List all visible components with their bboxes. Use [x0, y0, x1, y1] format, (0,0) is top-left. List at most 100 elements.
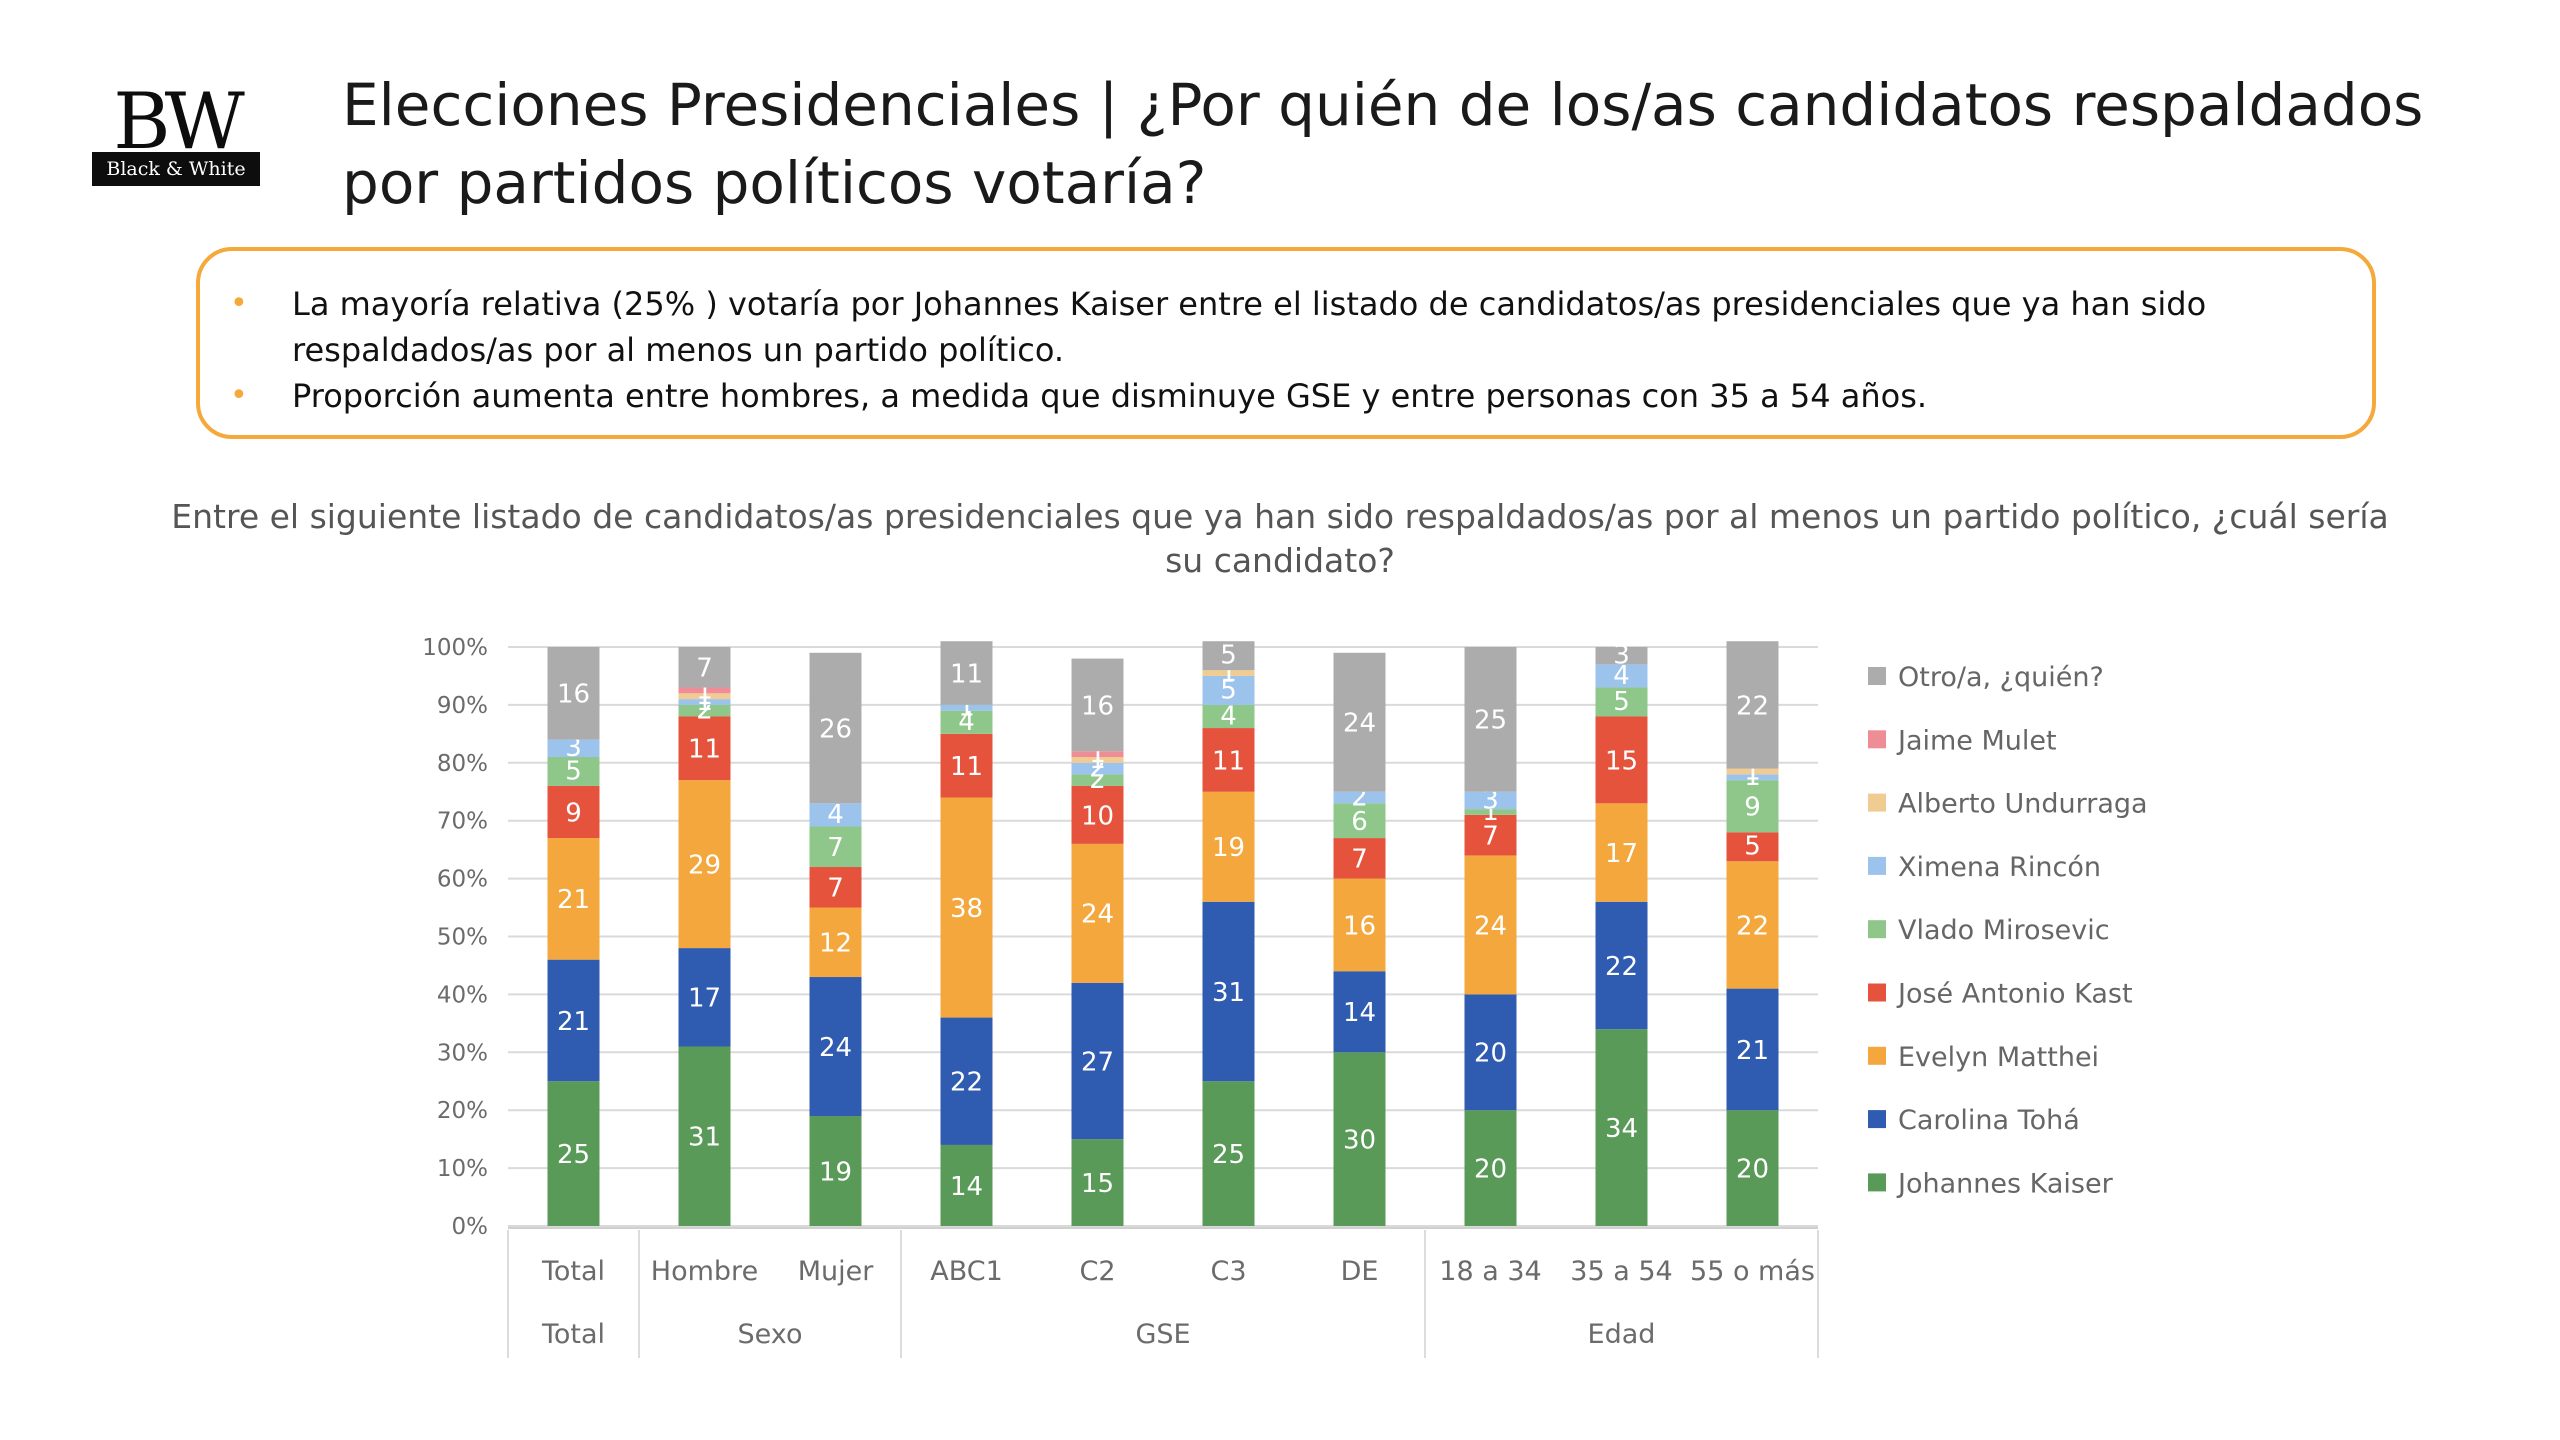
bar-segment	[1333, 1052, 1386, 1226]
data-label: 27	[1081, 1047, 1114, 1077]
data-label: 24	[819, 1033, 852, 1063]
bar-segment	[1595, 803, 1648, 902]
bar-segment	[1202, 675, 1255, 705]
y-tick-label: 40%	[437, 982, 488, 1008]
x-category-label: 55 o más	[1690, 1256, 1815, 1287]
data-label: 9	[1744, 793, 1761, 823]
data-label: 4	[1613, 661, 1630, 691]
legend-label: Johannes Kaiser	[1896, 1168, 2114, 1199]
bar-segment	[1202, 1081, 1255, 1226]
data-label: 38	[950, 894, 983, 924]
bar-segment	[1595, 647, 1648, 665]
x-category-label: 18 a 34	[1439, 1256, 1541, 1287]
survey-question: Entre el siguiente listado de candidatos…	[171, 497, 2389, 580]
data-label: 16	[1081, 691, 1114, 721]
legend-swatch	[1868, 667, 1886, 685]
bullet-icon: •	[230, 378, 248, 413]
bar-segment	[1595, 901, 1648, 1030]
bar-segment	[547, 1081, 600, 1226]
bar-segment	[1726, 1110, 1779, 1226]
y-tick-label: 0%	[452, 1214, 489, 1240]
bar-segment	[678, 716, 731, 781]
finding-item: • Proporción aumenta entre hombres, a med…	[230, 373, 2332, 419]
bar-segment	[678, 780, 731, 949]
x-category-label: C2	[1079, 1256, 1115, 1287]
bullet-icon: •	[230, 286, 248, 321]
legend-swatch	[1868, 730, 1886, 749]
bar-segment	[1202, 791, 1255, 902]
data-label: 20	[1474, 1039, 1507, 1069]
bar-segment	[809, 803, 862, 827]
data-label: 20	[1474, 1154, 1507, 1184]
bar-segment	[1202, 901, 1255, 1082]
data-label: 21	[1736, 1036, 1769, 1066]
bar-segment	[1333, 791, 1386, 804]
x-category-label: C3	[1210, 1256, 1246, 1287]
bar-segment	[1071, 843, 1124, 983]
bar-segment	[1726, 641, 1779, 769]
bar-segment	[809, 977, 862, 1116]
data-label: 5	[565, 756, 582, 786]
data-label: 7	[1482, 822, 1499, 852]
finding-text: Proporción aumenta entre hombres, a medi…	[292, 377, 1928, 415]
data-label: 26	[819, 714, 852, 744]
data-label: 4	[958, 707, 975, 737]
data-label: 3	[565, 733, 582, 763]
bar-segment	[1071, 757, 1124, 763]
bar-segment	[1071, 1139, 1124, 1226]
data-label: 24	[1474, 911, 1507, 941]
bar-segment	[1726, 780, 1779, 833]
bar-segment	[1333, 803, 1386, 839]
legend-swatch	[1868, 1046, 1886, 1065]
legend-swatch	[1868, 983, 1886, 1002]
x-category-label: DE	[1341, 1256, 1379, 1287]
bar-segment	[1333, 971, 1386, 1053]
bar-segment	[547, 785, 600, 839]
legend-label: Vlado Mirosevic	[1898, 915, 2110, 946]
y-tick-label: 70%	[437, 809, 488, 835]
bar-segment	[940, 733, 993, 798]
data-label: 10	[1081, 801, 1114, 831]
x-category-label: 35 a 54	[1570, 1256, 1672, 1287]
data-label: 25	[557, 1140, 590, 1170]
legend-label: José Antonio Kast	[1896, 979, 2133, 1010]
bar-segment	[1464, 814, 1517, 856]
data-label: 14	[1343, 998, 1376, 1028]
legend-label: Carolina Tohá	[1898, 1105, 2080, 1136]
finding-text: La mayoría relativa (25% ) votaría por J…	[292, 285, 2207, 369]
data-label: 17	[1605, 839, 1638, 869]
bar-segment	[1202, 641, 1255, 671]
data-label: 5	[1613, 687, 1630, 717]
key-findings-list: • La mayoría relativa (25% ) votaría por …	[230, 281, 2332, 419]
legend-label: Alberto Undurraga	[1898, 789, 2148, 820]
logo-band: Black & White	[92, 152, 260, 186]
data-label: 22	[1736, 911, 1769, 941]
data-label: 7	[827, 874, 844, 904]
bar-segment	[1071, 982, 1124, 1140]
bar-segment	[1595, 664, 1648, 688]
data-label: 22	[1736, 691, 1769, 721]
bar-segment	[1595, 716, 1648, 804]
legend-swatch	[1868, 793, 1886, 812]
data-label: 11	[950, 752, 983, 782]
bar-segment	[1333, 838, 1386, 879]
bar-segment	[547, 959, 600, 1082]
y-tick-label: 30%	[437, 1040, 488, 1066]
page-title: Elecciones Presidenciales | ¿Por quién d…	[342, 71, 2424, 217]
bar-segment	[809, 907, 862, 978]
data-label: 3	[1613, 641, 1630, 671]
bar-segment	[940, 641, 993, 705]
data-label: 5	[1744, 832, 1761, 862]
legend-swatch	[1868, 1110, 1886, 1129]
y-tick-label: 50%	[437, 925, 488, 951]
bar-segment	[1333, 878, 1386, 972]
bar-segment	[1333, 652, 1386, 792]
data-label: 19	[819, 1157, 852, 1187]
bar-segment	[547, 838, 600, 960]
bar-segment	[678, 693, 731, 700]
legend-swatch	[1868, 920, 1886, 939]
key-findings-box: • La mayoría relativa (25% ) votaría por …	[196, 247, 2376, 439]
bar-segment	[1726, 861, 1779, 989]
bar-segment	[1726, 988, 1779, 1111]
bar-segment	[1726, 832, 1779, 862]
